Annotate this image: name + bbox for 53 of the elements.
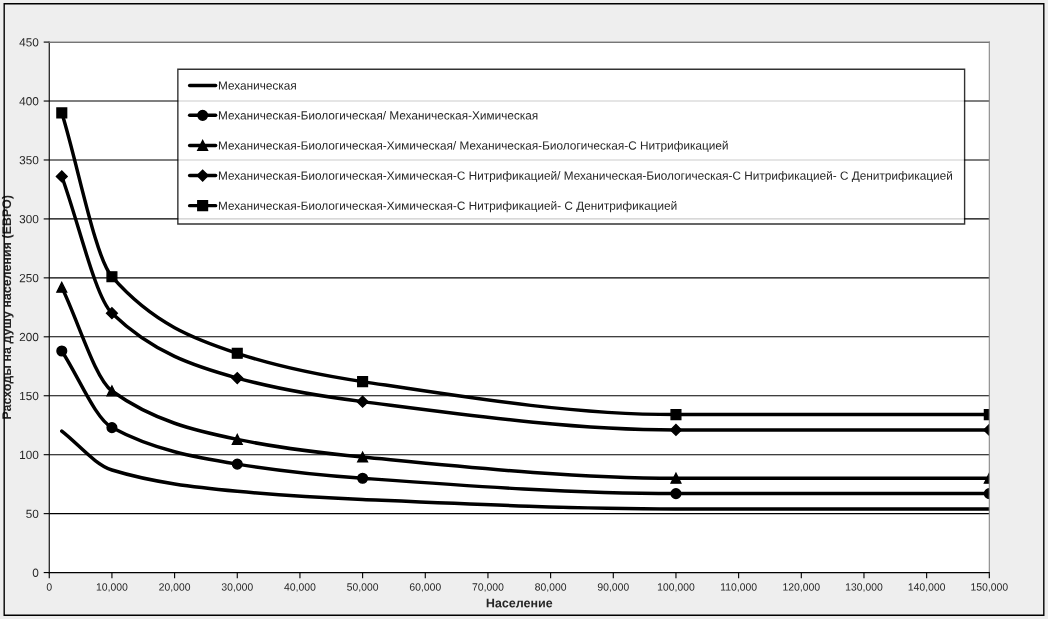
point <box>357 376 369 388</box>
y-tick-label: 100 <box>20 450 39 460</box>
point <box>356 395 369 408</box>
point <box>357 451 369 463</box>
point <box>56 345 68 357</box>
y-tick-label: 150 <box>20 391 39 401</box>
point <box>670 488 682 500</box>
point <box>106 422 118 434</box>
x-tick-label: 100,000 <box>657 583 695 592</box>
point <box>106 271 118 283</box>
x-tick-label: 110,000 <box>720 583 757 592</box>
x-tick-label: 70,000 <box>472 583 504 592</box>
x-tick-label: 50,000 <box>347 583 379 592</box>
point <box>231 371 244 385</box>
x-axis-title: Население <box>486 598 553 608</box>
x-tick-label: 60,000 <box>409 583 441 592</box>
point <box>56 107 68 119</box>
legend-label: Механическая-Биологическая/ Механическая-Химическая <box>218 110 538 120</box>
point <box>231 458 243 470</box>
point <box>670 472 682 484</box>
y-tick-label: 50 <box>26 509 39 519</box>
y-tick-label: 350 <box>19 156 39 165</box>
y-tick-label: 0 <box>32 568 39 577</box>
legend-label: Механическая-Биологическая-Химическая-С Нитрификацией/ Механическая-Биологическая-С Нитрификацией- С Денитрификацией <box>218 170 953 183</box>
x-tick-label: 90,000 <box>597 583 629 592</box>
y-tick-label: 400 <box>19 97 39 106</box>
y-tick-label: 200 <box>19 332 39 342</box>
legend-label: Механическая <box>218 81 296 90</box>
point <box>357 472 369 484</box>
x-tick-label: 120,000 <box>783 583 820 592</box>
y-axis-title: Расходы на душу населения (ЕВРО) <box>1 195 14 419</box>
y-tick-label: 450 <box>19 38 39 47</box>
point <box>669 423 683 437</box>
x-tick-label: 80,000 <box>535 583 567 592</box>
y-tick-label: 300 <box>19 214 39 224</box>
point <box>55 170 68 183</box>
x-tick-label: 130,000 <box>845 583 883 592</box>
legend-label: Механическая-Биологическая-Химическая/ Механическая-Биологическая-С Нитрификацией <box>218 140 728 153</box>
x-tick-label: 20,000 <box>159 583 191 592</box>
point <box>670 409 682 421</box>
point <box>231 347 243 359</box>
x-tick-label: 150,000 <box>971 583 1008 592</box>
point <box>231 433 243 445</box>
x-tick-label: 30,000 <box>221 583 253 592</box>
point <box>106 385 118 397</box>
x-tick-label: 10,000 <box>96 583 128 592</box>
x-tick-label: 140,000 <box>908 583 946 592</box>
point <box>105 307 119 320</box>
x-tick-label: 0 <box>46 583 52 591</box>
y-tick-label: 250 <box>19 273 39 283</box>
x-tick-label: 40,000 <box>284 583 316 592</box>
legend-label: Механическая-Биологическая-Химическая-С Нитрификацией- С Денитрификацией <box>218 201 677 213</box>
point <box>56 281 68 293</box>
